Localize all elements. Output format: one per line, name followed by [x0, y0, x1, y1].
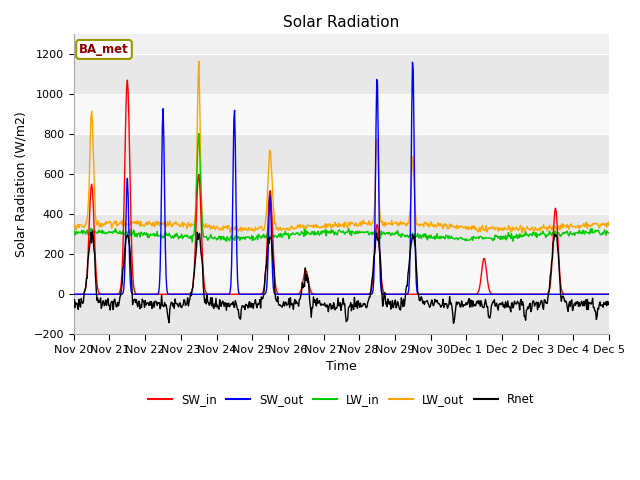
- LW_out: [195, 59, 203, 64]
- LW_in: [219, 235, 227, 241]
- Bar: [74, 214, 609, 254]
- LW_in: [190, 233, 198, 239]
- Rnet: [190, 275, 198, 280]
- Bar: [74, 54, 609, 94]
- LW_in: [424, 237, 431, 243]
- LW_out: [218, 226, 226, 231]
- SW_out: [605, 291, 613, 297]
- Rnet: [605, 300, 613, 305]
- Rnet: [136, 299, 143, 304]
- SW_in: [79, 291, 87, 297]
- Legend: SW_in, SW_out, LW_in, LW_out, Rnet: SW_in, SW_out, LW_in, LW_out, Rnet: [143, 388, 540, 411]
- SW_in: [408, 291, 415, 297]
- Line: SW_in: SW_in: [74, 80, 609, 294]
- SW_out: [406, 241, 414, 247]
- LW_out: [79, 224, 87, 230]
- Line: SW_out: SW_out: [74, 62, 609, 294]
- LW_out: [407, 192, 415, 197]
- Rnet: [70, 305, 77, 311]
- Y-axis label: Solar Radiation (W/m2): Solar Radiation (W/m2): [15, 111, 28, 257]
- Rnet: [88, 228, 96, 234]
- Bar: [74, 174, 609, 214]
- LW_in: [70, 228, 77, 233]
- LW_out: [605, 219, 613, 225]
- SW_in: [141, 291, 149, 297]
- Bar: [74, 294, 609, 334]
- Rnet: [449, 321, 457, 326]
- Bar: [74, 134, 609, 174]
- LW_in: [605, 230, 613, 236]
- Line: LW_out: LW_out: [74, 61, 609, 233]
- LW_out: [70, 222, 77, 228]
- Bar: [74, 254, 609, 294]
- Bar: [74, 94, 609, 134]
- SW_in: [70, 291, 77, 297]
- LW_out: [134, 218, 142, 224]
- SW_out: [134, 291, 142, 297]
- Text: BA_met: BA_met: [79, 43, 129, 56]
- LW_out: [189, 222, 196, 228]
- SW_in: [605, 291, 613, 297]
- SW_out: [79, 291, 87, 297]
- LW_out: [423, 222, 431, 228]
- LW_in: [79, 228, 87, 234]
- Rnet: [218, 300, 226, 306]
- SW_out: [70, 291, 77, 297]
- Rnet: [407, 242, 415, 248]
- SW_in: [124, 77, 131, 83]
- Title: Solar Radiation: Solar Radiation: [284, 15, 399, 30]
- Line: LW_in: LW_in: [74, 133, 609, 242]
- SW_in: [424, 291, 431, 297]
- SW_out: [218, 291, 225, 297]
- Rnet: [79, 299, 87, 304]
- SW_out: [189, 291, 196, 297]
- LW_in: [408, 232, 415, 238]
- SW_out: [423, 291, 431, 297]
- SW_in: [219, 291, 227, 297]
- LW_in: [188, 239, 196, 245]
- SW_in: [136, 291, 143, 297]
- LW_out: [518, 230, 525, 236]
- LW_in: [195, 131, 203, 136]
- SW_in: [191, 264, 198, 270]
- Line: Rnet: Rnet: [74, 231, 609, 324]
- SW_out: [408, 60, 416, 65]
- Rnet: [423, 299, 431, 304]
- LW_in: [134, 230, 142, 236]
- X-axis label: Time: Time: [326, 360, 356, 373]
